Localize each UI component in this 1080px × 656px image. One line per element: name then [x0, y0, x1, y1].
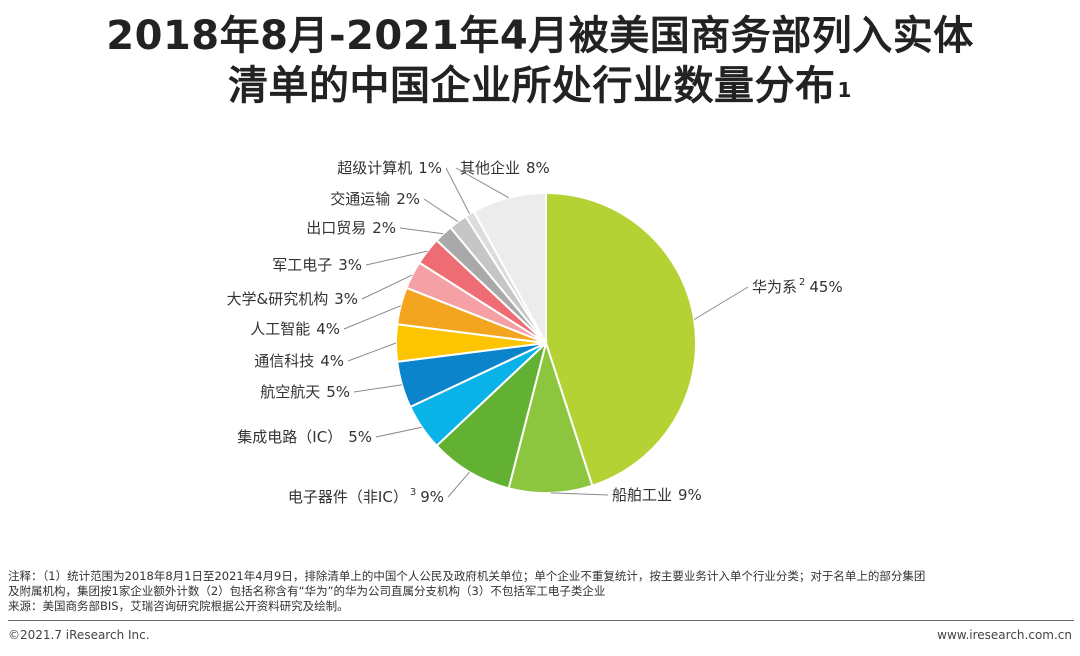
leader-line-11	[445, 167, 471, 215]
copyright-text: ©2021.7 iResearch Inc.	[8, 628, 150, 642]
footer-divider	[8, 620, 1074, 621]
slice-label-6: 人工智能 4%	[250, 320, 340, 338]
slice-label-12: 其他企业 8%	[460, 159, 550, 177]
leader-line-9	[399, 227, 444, 235]
slice-label-1: 船舶工业 9%	[612, 486, 702, 504]
pie-chart: 华为系 2 45% 船舶工业 9% 电子器件（非IC） 3 9% 集成电路（IC） 5% 航空航天 5…	[227, 159, 843, 506]
pie-slice-12	[472, 191, 547, 344]
chart-title-line1: 2018年8月-2021年4月被美国商务部列入实体	[106, 13, 974, 59]
leader-line-2	[447, 471, 470, 498]
slice-label-3: 集成电路（IC） 5%	[237, 428, 372, 446]
note-line-1: 注释：（1）统计范围为2018年8月1日至2021年4月9日，排除清单上的中国个…	[8, 569, 926, 583]
slice-label-2: 电子器件（非IC） 3 9%	[288, 487, 444, 506]
slice-label-5: 通信科技 4%	[254, 352, 344, 370]
slice-label-10: 交通运输 2%	[330, 190, 420, 208]
pie-leader-lines	[343, 167, 749, 498]
leader-line-8	[365, 250, 428, 266]
chart-title-line2: 清单的中国企业所处行业数量分布 1	[228, 63, 852, 109]
pie-slice-2	[435, 339, 548, 490]
slice-label-0: 华为系 2 45%	[752, 277, 843, 296]
pie-slices	[394, 191, 697, 495]
slice-label-7: 大学&研究机构 3%	[227, 290, 359, 308]
leader-line-0	[693, 286, 749, 320]
leader-line-3	[375, 426, 423, 438]
slice-label-8: 军工电子 3%	[272, 256, 362, 274]
note-line-2: 及附属机构，集团按1家企业额外计数（2）包括名称含有“华为”的华为公司直属分支机…	[8, 584, 606, 598]
leader-line-1	[550, 492, 609, 496]
website-url: www.iresearch.com.cn	[937, 628, 1072, 642]
leader-line-6	[343, 305, 401, 330]
slice-label-11: 超级计算机 1%	[337, 159, 442, 177]
pie-labels: 华为系 2 45% 船舶工业 9% 电子器件（非IC） 3 9% 集成电路（IC） 5% 航空航天 5…	[227, 159, 843, 506]
leader-line-12	[455, 167, 509, 199]
leader-line-10	[423, 198, 459, 223]
source-line: 来源：美国商务部BIS，艾瑞咨询研究院根据公开资料研究及绘制。	[8, 599, 349, 613]
slice-label-9: 出口贸易 2%	[306, 219, 396, 237]
leader-line-5	[347, 342, 397, 362]
leader-line-7	[361, 274, 413, 300]
leader-line-4	[353, 384, 403, 393]
slice-label-4: 航空航天 5%	[260, 383, 350, 401]
title-footnote-marker: 1	[837, 78, 852, 102]
pie-slice-0	[545, 191, 697, 487]
